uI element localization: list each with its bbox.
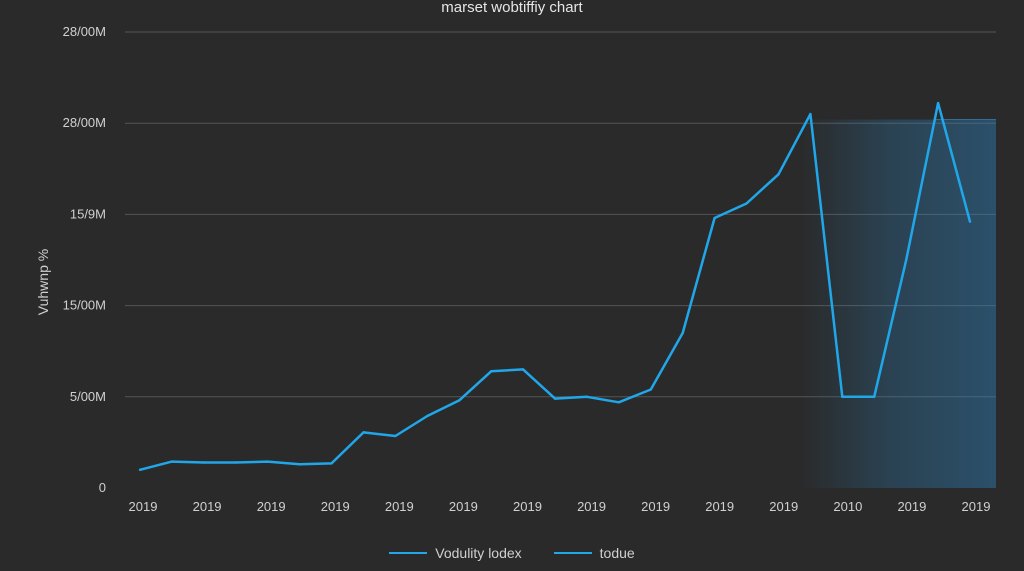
- legend-label-band: todue: [599, 545, 635, 561]
- data-point: [298, 463, 301, 466]
- data-point: [202, 461, 206, 464]
- data-point: [521, 368, 525, 371]
- data-point: [841, 395, 844, 398]
- data-point: [426, 414, 429, 418]
- data-point: [394, 434, 397, 438]
- data-point: [713, 216, 716, 220]
- highlight-band: [800, 119, 996, 488]
- x-tick-labels: 2019 2019 2019 2019 2019 2019 2019 2019 2019 2019…: [129, 499, 991, 514]
- y-tick-label: 15/00M: [63, 298, 106, 313]
- x-tick-label: 2019: [449, 499, 478, 514]
- data-point: [968, 220, 972, 223]
- data-point: [585, 395, 589, 398]
- y-tick-label: 28/00M: [63, 24, 106, 39]
- x-tick-label: 2010: [833, 499, 862, 514]
- data-point: [904, 258, 908, 262]
- x-tick-label: 2019: [769, 499, 798, 514]
- legend-item-band: todue: [553, 545, 635, 561]
- series-layer: [138, 101, 972, 472]
- x-tick-label: 2019: [962, 499, 991, 514]
- data-point: [681, 331, 684, 335]
- y-tick-label: 28/00M: [63, 115, 106, 130]
- x-tick-label: 2019: [257, 499, 286, 514]
- data-point: [489, 370, 493, 373]
- y-tick-label: 15/9M: [70, 206, 106, 221]
- x-tick-label: 2019: [193, 499, 222, 514]
- legend-swatch-series: [389, 552, 428, 554]
- data-point: [809, 112, 812, 116]
- x-tick-label: 2019: [385, 499, 414, 514]
- data-point: [138, 468, 142, 471]
- data-point: [362, 431, 365, 434]
- y-tick-labels: 0 5/00M 15/00M 15/9M 28/00M 28/00M: [63, 24, 106, 495]
- data-point: [873, 395, 876, 398]
- data-point: [745, 202, 748, 205]
- x-tick-label: 2019: [513, 499, 542, 514]
- y-tick-label: 0: [99, 480, 106, 495]
- x-tick-label: 2019: [129, 499, 158, 514]
- data-point: [266, 460, 269, 463]
- legend-swatch-band: [553, 552, 592, 554]
- data-point: [617, 401, 621, 404]
- data-point: [458, 399, 461, 402]
- data-point: [777, 173, 780, 176]
- data-point: [234, 461, 237, 464]
- band-fill: [800, 119, 996, 488]
- x-tick-label: 2019: [641, 499, 670, 514]
- data-point: [553, 397, 557, 400]
- chart-title: marset wobtiffiy chart: [441, 0, 583, 16]
- x-tick-label: 2019: [321, 499, 350, 514]
- legend: Vodulity lodex todue: [0, 545, 1024, 561]
- data-point: [936, 101, 940, 105]
- data-point: [170, 460, 174, 463]
- x-tick-label: 2019: [577, 499, 606, 514]
- x-tick-label: 2019: [897, 499, 926, 514]
- legend-label-series: Vodulity lodex: [435, 545, 522, 561]
- data-point: [330, 462, 333, 465]
- data-point: [649, 388, 652, 391]
- y-tick-label: 5/00M: [70, 389, 106, 404]
- legend-item-series: Vodulity lodex: [389, 545, 522, 561]
- x-tick-label: 2019: [705, 499, 734, 514]
